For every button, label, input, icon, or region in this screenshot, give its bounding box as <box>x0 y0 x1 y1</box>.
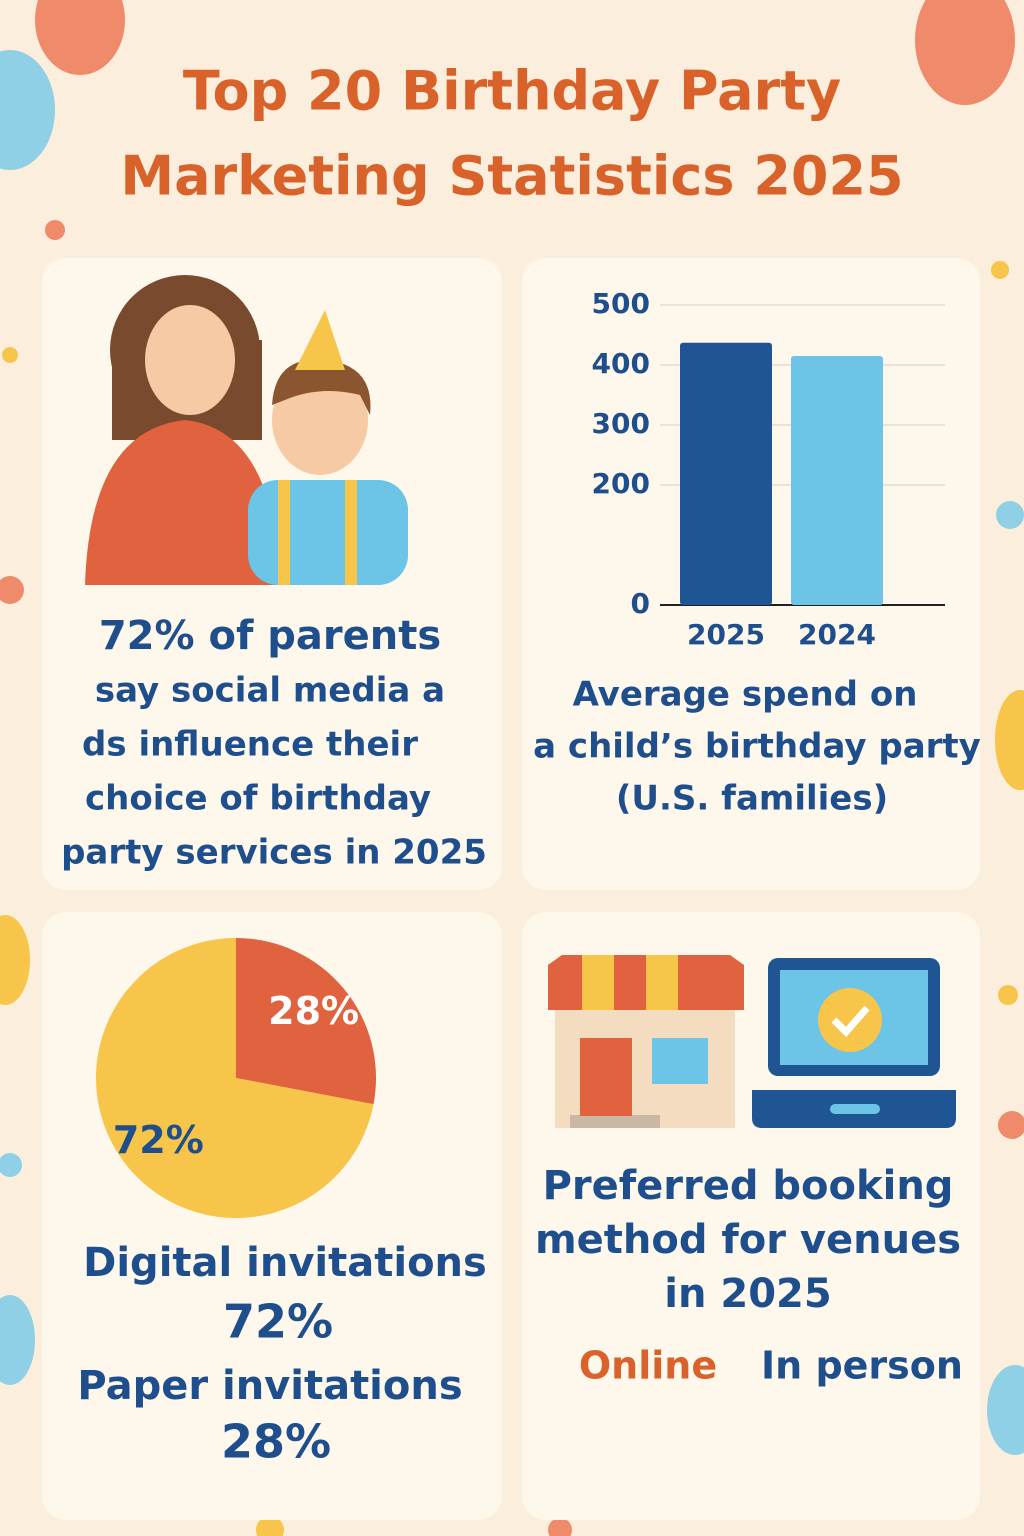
pie-slice <box>95 938 374 1219</box>
invitation-line: Digital invitations <box>83 1240 487 1286</box>
invitation-line: 28% <box>221 1415 331 1469</box>
parent-child-illustration <box>85 275 408 585</box>
booking-line: in 2025 <box>664 1271 831 1317</box>
stat-line: say social media a <box>95 671 445 711</box>
x-tick-label: 2024 <box>798 618 876 651</box>
y-tick-label: 200 <box>592 467 650 500</box>
booking-illustration <box>548 955 956 1128</box>
caption-line: a child’s birthday party <box>533 727 981 767</box>
text-block: 72% of parents say social media a ds inf… <box>61 613 981 1469</box>
pie-slice <box>236 938 376 1105</box>
pie-label: 72% <box>113 1118 204 1162</box>
bar <box>680 342 772 605</box>
invitation-line: Paper invitations <box>77 1363 462 1409</box>
y-tick-label: 300 <box>592 407 650 440</box>
invitation-line: 72% <box>223 1295 333 1349</box>
booking-line: method for venues <box>535 1217 961 1263</box>
y-tick-label: 500 <box>592 287 650 320</box>
pie-label: 28% <box>268 989 359 1033</box>
title-line: Top 20 Birthday Party <box>183 60 841 123</box>
booking-option: In person <box>761 1344 963 1388</box>
booking-line: Preferred booking <box>543 1163 954 1209</box>
x-tick-label: 2025 <box>687 618 765 651</box>
title-line: Marketing Statistics 2025 <box>120 145 903 208</box>
stat-line: choice of birthday <box>85 779 431 819</box>
booking-option: Online <box>579 1344 717 1388</box>
y-tick-label: 0 <box>631 587 650 620</box>
y-tick-label: 400 <box>592 347 650 380</box>
stat-line: ds influence their <box>82 725 418 765</box>
caption-line: Average spend on <box>573 675 918 715</box>
stat-line: party services in 2025 <box>61 833 487 873</box>
stat-line: 72% of parents <box>99 613 441 659</box>
bar <box>791 356 883 605</box>
caption-line: (U.S. families) <box>616 779 888 819</box>
